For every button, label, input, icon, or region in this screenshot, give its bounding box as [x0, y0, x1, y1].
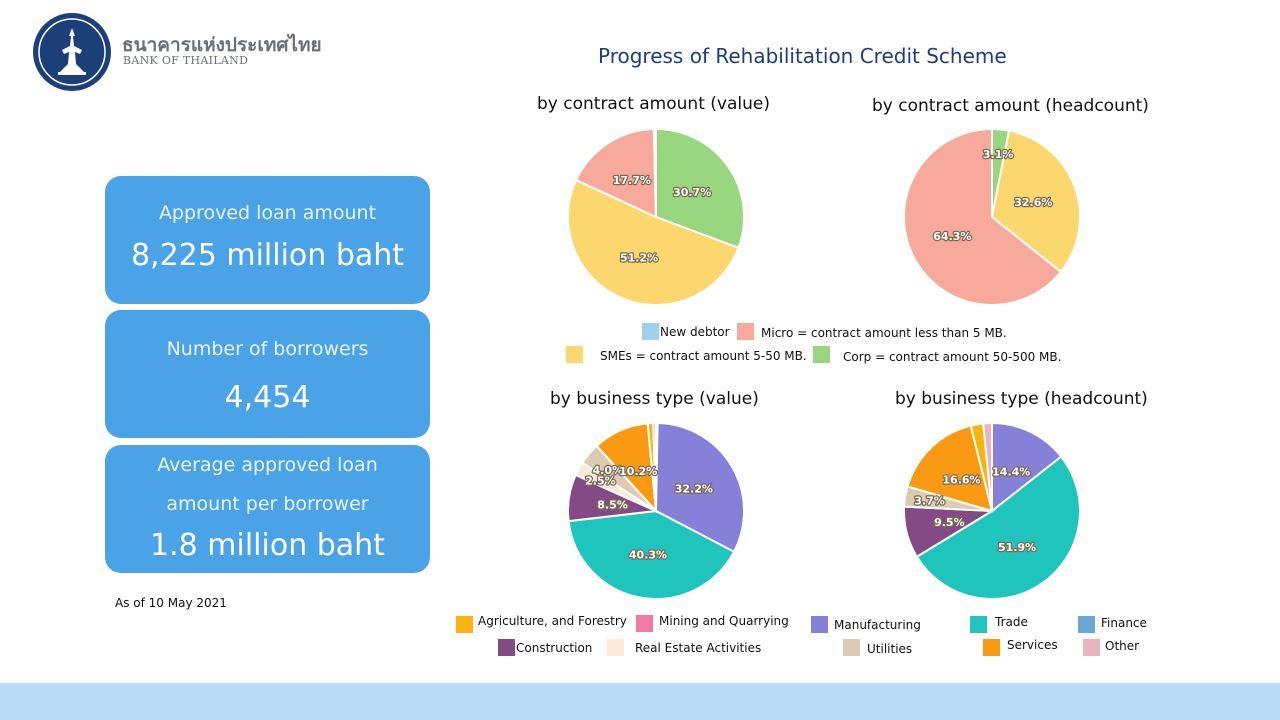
pie-chart-contract-value: 30.7% 51.2% 17.7%: [566, 127, 745, 307]
legend-label-other: Other: [1105, 639, 1140, 653]
legend-swatch-agriculture: [456, 616, 473, 633]
pie-label-services: 10.2%: [619, 465, 657, 478]
chart-title-business-value: by business type (value): [550, 389, 759, 409]
chart-title-contract-headcount: by contract amount (headcount): [872, 96, 1149, 116]
pie-label-utilities: 4.0%: [593, 464, 624, 477]
average-loan-label-line2: amount per borrower: [166, 493, 369, 515]
pie-label-real-estate-activities: 2.5%: [585, 475, 616, 488]
legend-label-real-estate: Real Estate Activities: [635, 641, 762, 655]
approved-loan-label: Approved loan amount: [158, 202, 377, 224]
legend-label-utilities: Utilities: [867, 642, 913, 656]
chart-title-business-headcount: by business type (headcount): [895, 389, 1148, 409]
legend-label-manufacturing: Manufacturing: [834, 618, 921, 632]
bank-of-thailand-logo: [33, 13, 111, 91]
page-title: Progress of Rehabilitation Credit Scheme: [598, 44, 1007, 68]
pie-slice-other: [652, 421, 657, 512]
legend-swatch-corp: [813, 346, 830, 363]
legend-label-trade: Trade: [995, 615, 1028, 629]
legend-swatch-other: [1083, 639, 1100, 656]
pie-chart-business-headcount: 14.4% 51.9% 9.5% 3.7% 16.6%: [903, 421, 1081, 600]
legend-swatch-trade: [970, 616, 987, 633]
legend-label-micro: Micro = contract amount less than 5 MB.: [761, 326, 1007, 340]
pie-chart-business-value: 32.2% 40.3% 8.5% 2.5%4.0%10.2%: [567, 421, 745, 600]
legend-label-new-debtor: New debtor: [660, 325, 730, 339]
pie-label-corp: 30.7%: [673, 186, 711, 199]
pie-slice-micro: [903, 127, 1063, 306]
pie-slice-new-debtor: [652, 127, 657, 218]
legend-swatch-services: [983, 639, 1000, 656]
pie-label-utilities: 3.7%: [914, 494, 945, 507]
legend-label-mining: Mining and Quarrying: [659, 614, 789, 628]
pie-slice-corp: [655, 127, 745, 250]
pie-slice-trade: [567, 509, 736, 600]
legend-swatch-utilities: [843, 639, 860, 656]
chart-title-contract-value: by contract amount (value): [537, 94, 770, 114]
legend-label-finance: Finance: [1101, 616, 1147, 630]
average-loan-value: 1.8 million baht: [150, 528, 385, 563]
pie-label-manufacturing: 32.2%: [675, 483, 713, 496]
borrowers-card: Number of borrowers 4,454: [105, 310, 430, 438]
pie-label-services: 16.6%: [942, 473, 980, 486]
average-loan-card: Average approved loan amount per borrowe…: [105, 445, 430, 573]
pie-label-construction: 9.5%: [934, 516, 965, 529]
legend-swatch-smes: [566, 346, 583, 363]
legend-swatch-construction: [498, 639, 515, 656]
pie-slice-smes: [990, 129, 1081, 274]
average-loan-label-line1: Average approved loan: [157, 454, 378, 476]
pie-label-micro: 64.3%: [933, 230, 971, 243]
legend-label-smes: SMEs = contract amount 5-50 MB.: [600, 349, 807, 363]
borrowers-value: 4,454: [224, 380, 311, 415]
footer-band: [0, 683, 1280, 720]
approved-loan-card: Approved loan amount 8,225 million baht: [105, 176, 430, 304]
bank-name-thai: ธนาคารแห่งประเทศไทย: [122, 34, 322, 56]
pie-label-construction: 8.5%: [597, 498, 628, 511]
pie-label-manufacturing: 14.4%: [992, 465, 1030, 478]
pie-chart-contract-headcount: 3.1% 32.6% 64.3%: [903, 127, 1081, 306]
pie-slice-services: [906, 424, 994, 513]
as-of-date: As of 10 May 2021: [115, 596, 227, 610]
legend-swatch-new-debtor: [642, 323, 659, 340]
pie-slice-manufacturing: [991, 421, 1063, 514]
legend-label-services: Services: [1007, 638, 1058, 652]
pie-label-smes: 32.6%: [1014, 196, 1052, 209]
approved-loan-value: 8,225 million baht: [130, 238, 405, 273]
legend-swatch-finance: [1078, 616, 1095, 633]
pie-slice-trade: [915, 455, 1081, 600]
pie-label-trade: 40.3%: [629, 548, 667, 561]
borrowers-label: Number of borrowers: [166, 338, 369, 360]
legend-swatch-real-estate: [607, 639, 624, 656]
legend-label-agriculture: Agriculture, and Forestry: [478, 614, 627, 628]
pie-slice-manufacturing: [654, 421, 745, 554]
legend-swatch-mining: [636, 615, 653, 632]
pie-slice-smes: [566, 178, 740, 307]
pie-slice-other: [982, 421, 993, 512]
legend-label-construction: Construction: [516, 641, 593, 655]
pie-label-smes: 51.2%: [620, 252, 658, 265]
pie-label-trade: 51.9%: [998, 541, 1036, 554]
bank-name-english: BANK OF THAILAND: [123, 54, 249, 67]
pie-label-micro: 17.7%: [613, 174, 651, 187]
pie-slice-micro: [574, 128, 658, 219]
pie-label-corp: 3.1%: [983, 148, 1014, 161]
legend-swatch-manufacturing: [811, 616, 828, 633]
legend-swatch-micro: [737, 323, 754, 340]
legend-label-corp: Corp = contract amount 50-500 MB.: [843, 350, 1062, 364]
